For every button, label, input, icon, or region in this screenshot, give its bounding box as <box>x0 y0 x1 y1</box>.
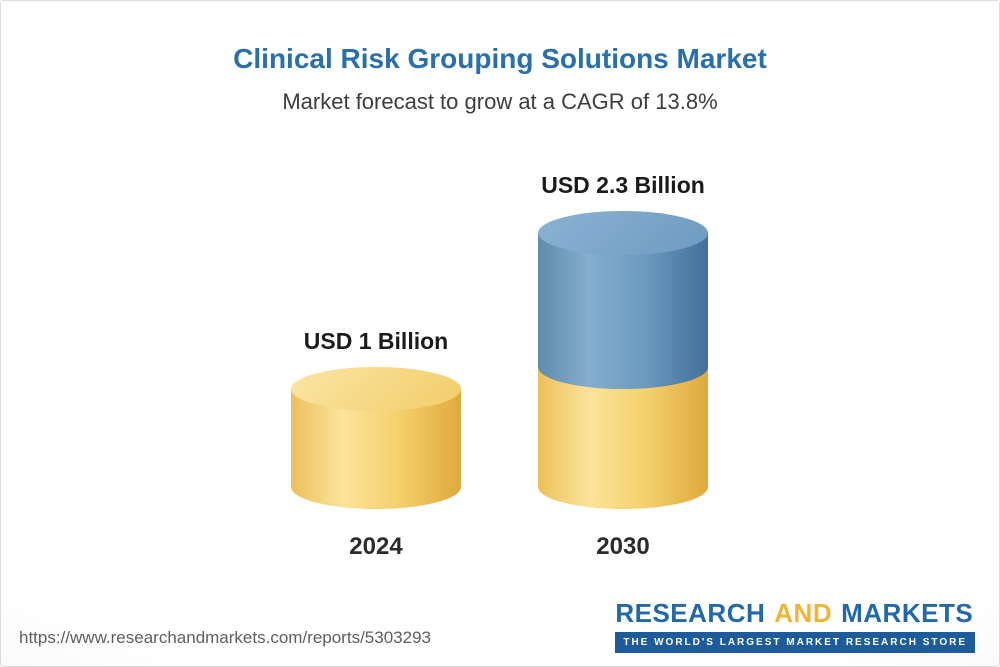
cylinder-segment-gold <box>538 367 708 509</box>
logo-word-and: AND <box>774 598 833 629</box>
chart-subtitle: Market forecast to grow at a CAGR of 13.… <box>282 89 718 114</box>
logo-wordmark: RESEARCH AND MARKETS <box>615 599 975 628</box>
logo-word-research: RESEARCH <box>615 598 766 629</box>
researchandmarkets-logo: RESEARCH AND MARKETS THE WORLD'S LARGEST… <box>615 599 975 653</box>
report-url: https://www.researchandmarkets.com/repor… <box>19 628 431 647</box>
axis-label-2030: 2030 <box>596 533 650 560</box>
bar-2030: USD 2.3 Billion <box>538 172 708 509</box>
bar-2024: USD 1 Billion <box>291 328 461 509</box>
axis-label-2024: 2024 <box>349 533 403 560</box>
bar-value-label-2024: USD 1 Billion <box>303 328 449 354</box>
chart-title: Clinical Risk Grouping Solutions Market <box>233 43 767 74</box>
bar-value-label-2030: USD 2.3 Billion <box>541 172 705 198</box>
logo-word-markets: MARKETS <box>841 598 974 629</box>
cylinder-segment-gold <box>291 367 461 509</box>
cylinder-segment-blue <box>538 211 708 389</box>
cylinder-cap-blue <box>538 211 708 255</box>
cylinder-cap-gold <box>291 367 461 411</box>
logo-tagline: THE WORLD'S LARGEST MARKET RESEARCH STOR… <box>615 632 975 653</box>
